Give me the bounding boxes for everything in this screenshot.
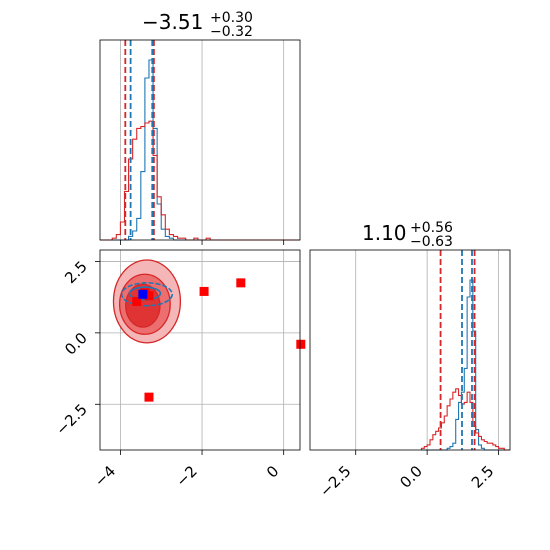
y-marginal-tick-label-2: 2.5 — [468, 462, 498, 492]
x-marginal-panel: −3.51 +0.30 −0.32 — [99, 10, 301, 245]
joint-xtick-label-2: 0 — [263, 462, 282, 481]
y-marginal-title: 1.10 +0.56 −0.63 — [362, 220, 453, 250]
joint-panel: −4 −2 0 2.5 0.0 −2.5 — [52, 249, 306, 490]
joint-marker-red-1 — [132, 296, 142, 306]
y-marginal-grid — [355, 250, 499, 450]
joint-ytick-label-2: −2.5 — [52, 400, 90, 438]
y-marginal-hist-red — [420, 388, 510, 451]
joint-marker-red-2 — [144, 291, 154, 301]
y-marginal-frame — [309, 249, 511, 451]
joint-contours — [112, 259, 182, 344]
x-marginal-grid — [120, 40, 285, 240]
x-marginal-frame — [99, 39, 301, 241]
y-marginal-tick-label-1: 0.0 — [396, 462, 426, 492]
joint-marker-red-6 — [144, 392, 154, 402]
x-title-value: −3.51 — [142, 10, 203, 34]
y-marginal-quantile-lines — [439, 250, 476, 450]
y-marginal-ticks: −2.5 0.0 2.5 — [316, 450, 499, 501]
y-title-minus: −0.63 — [410, 234, 453, 250]
y-marginal-tick-label-0: −2.5 — [316, 462, 354, 500]
y-marginal-hist-blue — [421, 279, 510, 451]
joint-marker-red-3 — [199, 286, 209, 296]
joint-xtick-label-1: −2 — [172, 462, 200, 490]
joint-blue-contour-outer — [120, 282, 174, 307]
joint-marker-red-4 — [236, 278, 246, 288]
joint-frame — [99, 249, 301, 451]
x-title-plus: +0.30 — [210, 10, 253, 26]
joint-marker-blue-7 — [138, 289, 148, 299]
x-title-minus: −0.32 — [210, 24, 253, 40]
joint-marker-red-5 — [296, 339, 306, 349]
joint-ytick-label-0: 2.5 — [61, 258, 91, 288]
y-marginal-panel: −2.5 0.0 2.5 1.10 +0.56 −0.63 — [309, 220, 511, 501]
joint-ytick-label-1: 0.0 — [61, 329, 91, 359]
y-title-plus: +0.56 — [410, 220, 453, 236]
y-marginal-histograms — [420, 279, 510, 451]
joint-xtick-label-0: −4 — [91, 462, 119, 490]
joint-markers — [132, 278, 306, 402]
x-marginal-title: −3.51 +0.30 −0.32 — [142, 10, 253, 40]
y-title-value: 1.10 — [362, 221, 407, 245]
x-marginal-quantile-lines — [124, 40, 155, 240]
x-marginal-ticks — [120, 240, 285, 245]
